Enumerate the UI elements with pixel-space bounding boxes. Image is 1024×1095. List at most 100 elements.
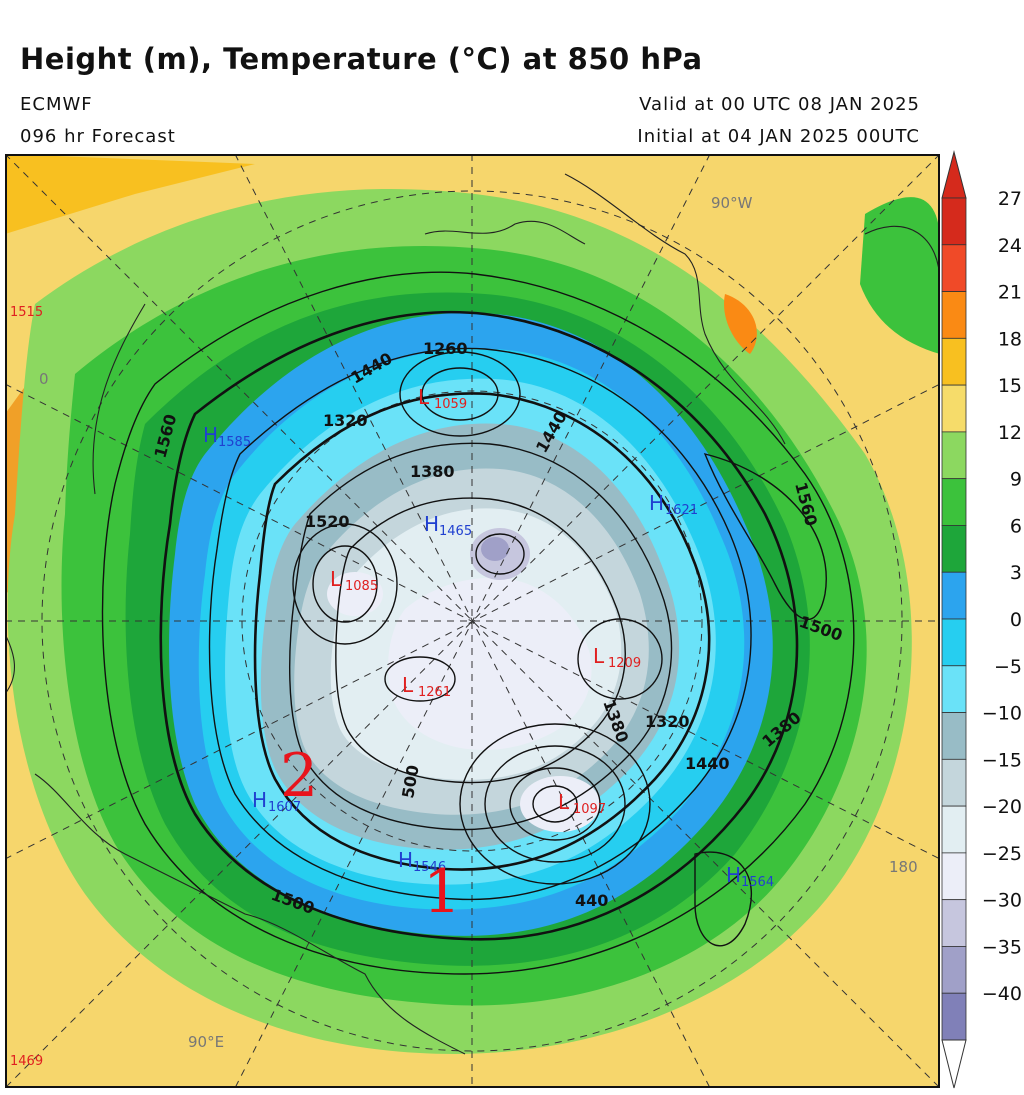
edge-value-bottom-left: 1469 [10, 1054, 43, 1069]
valid-time: Valid at 00 UTC 08 JAN 2025 [639, 94, 920, 115]
contour-ridge-1564 [694, 851, 752, 947]
contour-low-1097 [459, 723, 651, 885]
contour-1500-bold [159, 310, 799, 941]
high-letter: H [726, 863, 741, 887]
high-centre: H 1564 [726, 863, 774, 890]
colorbar: 27 24 21 18 15 12 9 6 3 0 −5 −10 −15 −20 −25 −30 −35 −40 [941, 150, 1022, 1089]
colorbar-swatch [941, 431, 967, 480]
coast-west [92, 303, 146, 495]
colorbar-label: −40 [982, 983, 1022, 1005]
contour-low-1085 [292, 523, 398, 645]
contour-label: 1380 [410, 462, 455, 481]
colorbar-swatch [941, 852, 967, 901]
colorbar-label: 9 [1010, 469, 1022, 491]
contour-low-1059 [399, 351, 521, 437]
contour-label: 1320 [645, 712, 690, 731]
contour-label: 1260 [423, 339, 468, 358]
annotation-1: 1 [423, 857, 461, 927]
colorbar-swatch [941, 758, 967, 807]
high-value: 1607 [268, 800, 301, 815]
lon-label-180: 180 [889, 858, 918, 876]
high-value: 1585 [218, 435, 251, 450]
colorbar-label: −25 [982, 843, 1022, 865]
colorbar-swatch [941, 244, 967, 292]
colorbar-labels: 27 24 21 18 15 12 9 6 3 0 −5 −10 −15 −20 −25 −30 −35 −40 [982, 188, 1022, 1005]
chart-title: Height (m), Temperature (°C) at 850 hPa [20, 42, 703, 76]
high-centre: H 1465 [424, 512, 472, 539]
colorbar-swatch [941, 946, 967, 994]
low-value: 1261 [418, 685, 451, 700]
contour-1380-bold [253, 392, 711, 871]
colorbar-swatch [941, 337, 967, 386]
colorbar-swatch [941, 478, 967, 526]
high-value: 1465 [439, 524, 472, 539]
contour-label: 1520 [305, 512, 350, 531]
colorbar-label: 27 [998, 188, 1022, 210]
map-frame [5, 154, 940, 1088]
contour-1260 [335, 497, 626, 784]
colorbar-swatch [941, 384, 967, 433]
high-letter: H [424, 512, 439, 536]
high-centre: H 1585 [203, 423, 251, 450]
colorbar-label: −35 [982, 936, 1022, 958]
colorbar-swatch [941, 525, 967, 573]
colorbar-swatch [941, 899, 967, 947]
low-letter: L [330, 567, 342, 591]
colorbar-swatch [941, 665, 967, 713]
colorbar-swatch [941, 291, 967, 339]
low-letter: L [418, 385, 430, 409]
coast-eurasia [34, 773, 466, 1055]
contour-low-1097-inner [509, 767, 601, 841]
graticule [5, 154, 940, 1088]
low-centre: L 1209 [593, 644, 641, 671]
edge-values: 1515 1469 [10, 305, 43, 1069]
colorbar-label: −30 [982, 890, 1022, 912]
low-centre: L 1085 [330, 567, 378, 594]
colorbar-label: 6 [1010, 515, 1022, 537]
colorbar-label: 21 [998, 282, 1022, 304]
high-letter: H [649, 491, 664, 515]
contour-label: 1320 [323, 411, 368, 430]
pressure-centres: L 1059 L 1085 L 1261 L 1209 L 1097 H 158… [203, 385, 774, 890]
meridian-shallow-b [5, 383, 940, 860]
contour-ridge-east [703, 452, 827, 621]
high-value: 1621 [665, 503, 698, 518]
contour-label: 440 [575, 891, 608, 910]
colorbar-label: 12 [998, 422, 1022, 444]
contour-low-1097-mid [484, 745, 626, 863]
colorbar-label: 24 [998, 235, 1022, 257]
colorbar-label: −10 [982, 703, 1022, 725]
colorbar-swatch [941, 805, 967, 854]
colorbar-swatch [941, 197, 967, 246]
coast-north-america [564, 173, 786, 445]
colorbar-label: 0 [1010, 609, 1022, 631]
low-letter: L [558, 790, 570, 814]
high-centre: H 1607 [252, 788, 301, 815]
polar-map: 90°W 90°E 180 0 1560 1440 1260 1320 1380… [5, 154, 940, 1088]
high-centre: H 1546 [398, 848, 446, 875]
colorbar-swatch [941, 992, 967, 1041]
contour-pole-vortex [475, 533, 525, 575]
low-letter: L [402, 673, 414, 697]
contour-low-1097-core [532, 785, 578, 823]
high-letter: H [203, 423, 218, 447]
lon-label-90e: 90°E [188, 1033, 224, 1051]
initial-time: Initial at 04 JAN 2025 00UTC [637, 126, 920, 147]
low-value: 1209 [608, 656, 641, 671]
colorbar-label: 15 [998, 375, 1022, 397]
colorbar-label: 3 [1010, 562, 1022, 584]
colorbar-swatch [941, 712, 967, 760]
temp-region-m35 [481, 537, 509, 561]
low-letter: L [593, 644, 605, 668]
lon-label-90w: 90°W [711, 194, 753, 212]
longitude-labels: 90°W 90°E 180 0 [39, 194, 918, 1051]
annotations: 2 1 [280, 741, 461, 927]
colorbar-swatch [941, 618, 967, 667]
temp-region-warm-nw [5, 154, 255, 234]
high-centre: H 1621 [649, 491, 698, 518]
contour-label: 1440 [685, 754, 730, 773]
low-value: 1059 [434, 397, 467, 412]
forecast-hour: 096 hr Forecast [20, 126, 176, 147]
contour-1560 [101, 271, 855, 975]
colorbar-label: −15 [982, 749, 1022, 771]
